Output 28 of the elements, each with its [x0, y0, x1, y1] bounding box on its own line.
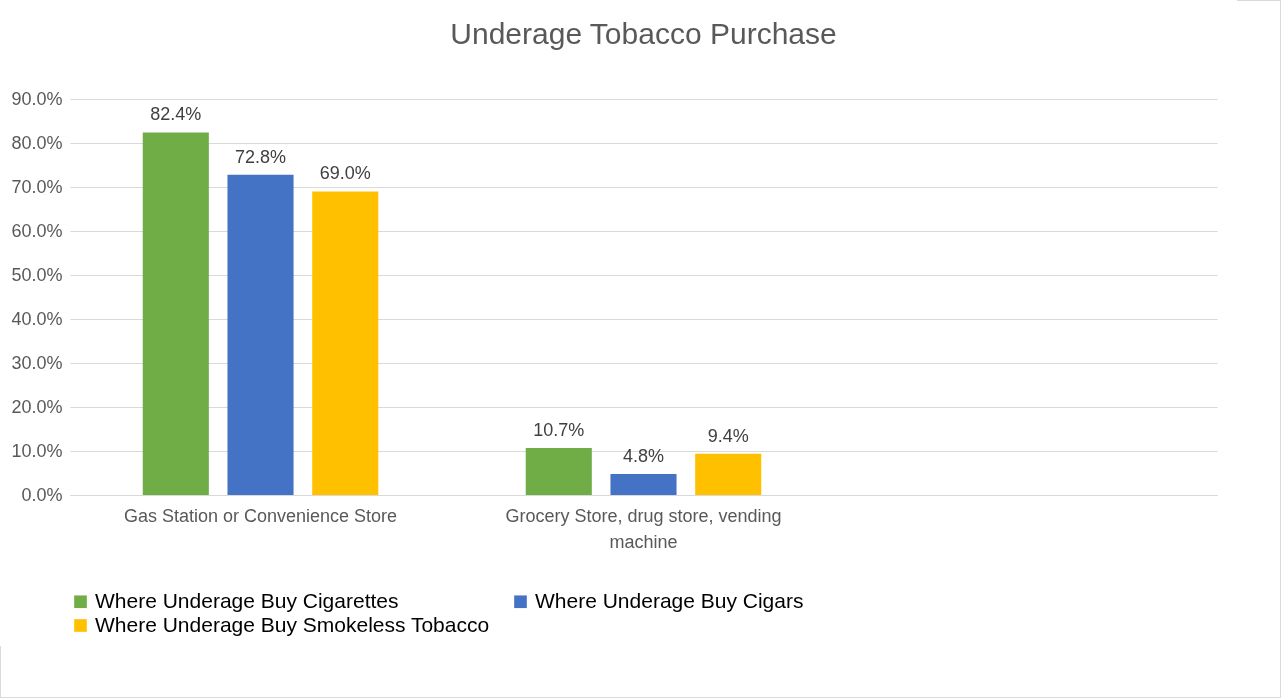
bar — [695, 453, 762, 495]
data-label: 72.8% — [235, 146, 287, 167]
legend-label: Where Underage Buy Cigarettes — [95, 588, 399, 612]
y-tick-label: 90.0% — [11, 88, 63, 109]
y-tick-label: 0.0% — [21, 484, 63, 505]
data-label: 9.4% — [707, 425, 749, 446]
legend-label: Where Underage Buy Cigars — [535, 588, 804, 612]
y-tick-label: 30.0% — [11, 352, 63, 373]
bar — [312, 191, 379, 495]
chart-title: Underage Tobacco Purchase — [450, 17, 837, 50]
bar — [142, 132, 209, 495]
y-tick-label: 40.0% — [11, 308, 63, 329]
y-tick-label: 80.0% — [11, 132, 63, 153]
bar — [610, 473, 677, 495]
y-tick-label: 20.0% — [11, 396, 63, 417]
bar — [525, 447, 592, 495]
bar — [227, 174, 294, 495]
x-tick-label: Gas Station or Convenience Store — [123, 505, 398, 526]
x-tick-label: Grocery Store, drug store, vending machine — [505, 505, 782, 552]
y-tick-label: 60.0% — [11, 220, 63, 241]
y-tick-label: 50.0% — [11, 264, 63, 285]
data-label: 10.7% — [533, 419, 585, 440]
data-label: 69.0% — [319, 163, 371, 184]
y-tick-label: 70.0% — [11, 176, 63, 197]
y-tick-label: 10.0% — [11, 440, 63, 461]
legend-label: Where Underage Buy Smokeless Tobacco — [95, 612, 490, 636]
data-label: 82.4% — [150, 104, 202, 125]
data-label: 4.8% — [622, 445, 665, 466]
